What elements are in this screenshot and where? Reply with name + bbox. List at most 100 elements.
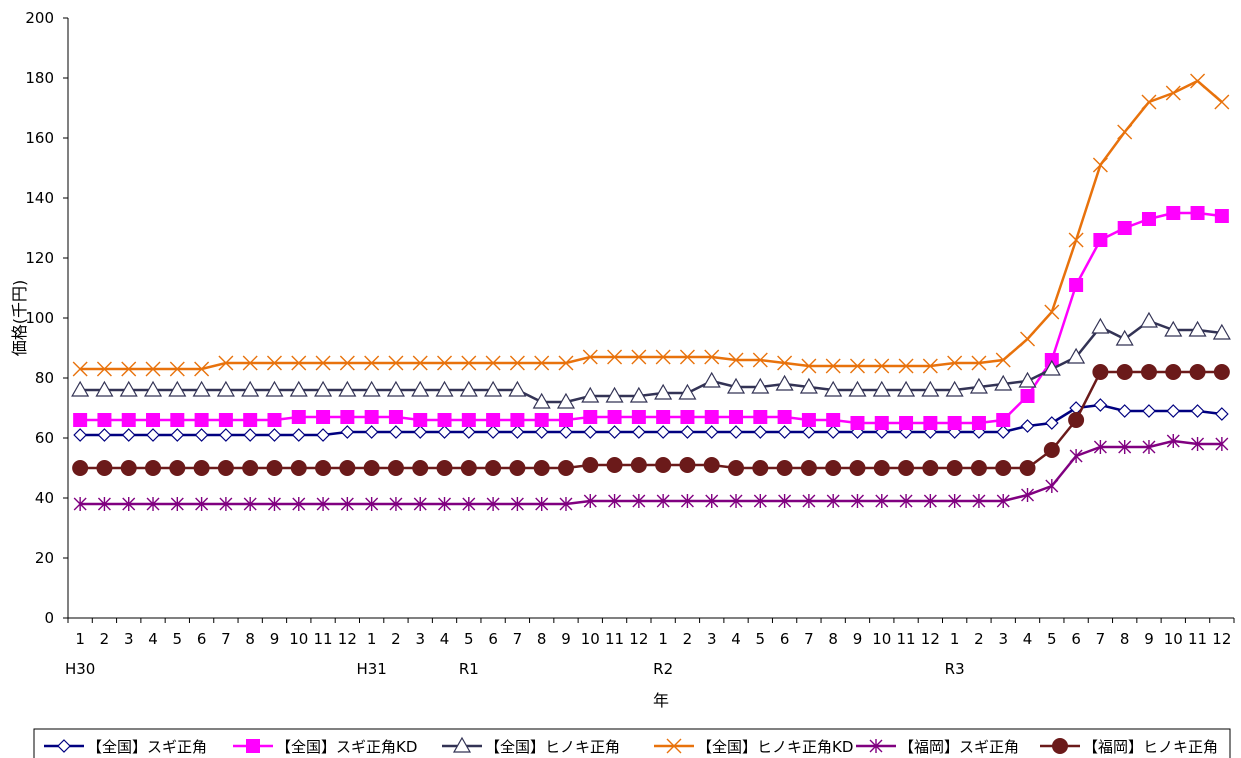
data-point <box>751 377 770 394</box>
data-point <box>1139 311 1159 328</box>
data-point <box>703 457 720 473</box>
x-tick-label: 2 <box>391 630 401 648</box>
year-label: H31 <box>356 660 386 678</box>
x-tick-label: 5 <box>464 630 474 648</box>
data-point <box>678 383 697 400</box>
series-4 <box>72 73 1230 377</box>
x-tick-label: 4 <box>731 630 741 648</box>
data-point <box>437 355 453 371</box>
legend-marker <box>452 736 472 753</box>
data-point <box>704 349 720 365</box>
data-point <box>265 380 284 397</box>
x-tick-label: 2 <box>683 630 693 648</box>
data-point <box>218 413 233 427</box>
data-point <box>510 413 525 427</box>
data-point <box>995 460 1012 476</box>
data-point <box>243 428 258 442</box>
year-labels: H30 H31 R1 R2 R3 <box>65 660 965 678</box>
data-point <box>996 413 1011 427</box>
data-point <box>242 460 259 476</box>
data-point <box>1190 73 1206 89</box>
series-line <box>80 79 1223 371</box>
x-tick-label: 11 <box>897 630 916 648</box>
data-point <box>704 425 719 439</box>
data-point <box>874 416 889 430</box>
data-point <box>656 410 671 424</box>
data-point <box>1093 233 1108 247</box>
x-tick-label: 10 <box>289 630 308 648</box>
data-point <box>848 380 867 397</box>
data-point <box>656 425 670 439</box>
data-point <box>412 355 428 371</box>
data-point <box>897 380 916 397</box>
data-point <box>898 358 914 374</box>
x-tick-label: 12 <box>1212 630 1231 648</box>
data-point <box>486 497 500 511</box>
data-point <box>1165 85 1181 101</box>
data-point <box>1020 331 1036 347</box>
x-tick-label: 4 <box>440 630 450 648</box>
data-point <box>898 460 915 476</box>
legend: 【全国】スギ正角 【全国】スギ正角KD 【全国】ヒノキ正角 【全国】ヒノキ正角KD 【福… <box>33 728 1231 758</box>
x-tick-label: 6 <box>1071 630 1081 648</box>
data-point <box>316 428 330 442</box>
year-label: R3 <box>945 660 965 678</box>
data-point <box>509 355 525 371</box>
data-point <box>874 358 890 374</box>
data-point <box>608 494 622 508</box>
data-point <box>291 410 306 424</box>
data-point <box>801 358 817 374</box>
data-point <box>194 428 209 442</box>
data-point <box>121 428 136 442</box>
legend-marker <box>666 738 682 754</box>
data-point <box>266 460 283 476</box>
data-point <box>946 460 963 476</box>
data-point <box>1116 364 1133 380</box>
data-point <box>387 460 404 476</box>
data-point <box>777 355 793 371</box>
year-label: R2 <box>653 660 673 678</box>
data-point <box>216 380 235 397</box>
data-point <box>872 380 891 397</box>
data-point <box>316 410 331 424</box>
data-point <box>146 497 160 511</box>
y-tick-label: 0 <box>44 609 54 627</box>
data-point <box>679 457 696 473</box>
x-tick-label: 9 <box>853 630 863 648</box>
x-axis-label: 年 <box>653 691 669 710</box>
x-tick-label: 9 <box>270 630 280 648</box>
data-point <box>631 410 646 424</box>
data-point <box>655 349 671 365</box>
legend-marker <box>57 739 71 753</box>
data-point <box>95 380 114 397</box>
data-point <box>1166 434 1180 448</box>
data-point <box>461 413 476 427</box>
legend-item: 【福岡】ヒノキ正角 <box>1040 738 1218 756</box>
data-point <box>486 413 501 427</box>
series-2 <box>73 206 1229 430</box>
legend-label: 【福岡】ヒノキ正角 <box>1083 738 1218 756</box>
data-point <box>1140 364 1157 380</box>
data-point <box>438 497 452 511</box>
data-point <box>1117 124 1133 140</box>
data-point <box>802 494 816 508</box>
x-tick-label: 1 <box>75 630 85 648</box>
data-point <box>850 494 864 508</box>
data-point <box>484 380 503 397</box>
year-label: R1 <box>459 660 479 678</box>
data-point <box>702 371 721 388</box>
x-tick-label: 11 <box>605 630 624 648</box>
data-point <box>1214 94 1230 110</box>
data-point <box>146 428 160 442</box>
data-point <box>413 413 428 427</box>
data-point <box>729 494 743 508</box>
x-tick-label: 11 <box>314 630 333 648</box>
data-point <box>364 355 380 371</box>
x-tick-label: 5 <box>756 630 766 648</box>
y-tick-label: 20 <box>35 549 54 567</box>
data-point <box>195 497 209 511</box>
data-point <box>923 416 938 430</box>
legend-label: 【全国】スギ正角KD <box>276 738 417 756</box>
data-point <box>339 460 356 476</box>
x-tick-label: 7 <box>804 630 814 648</box>
